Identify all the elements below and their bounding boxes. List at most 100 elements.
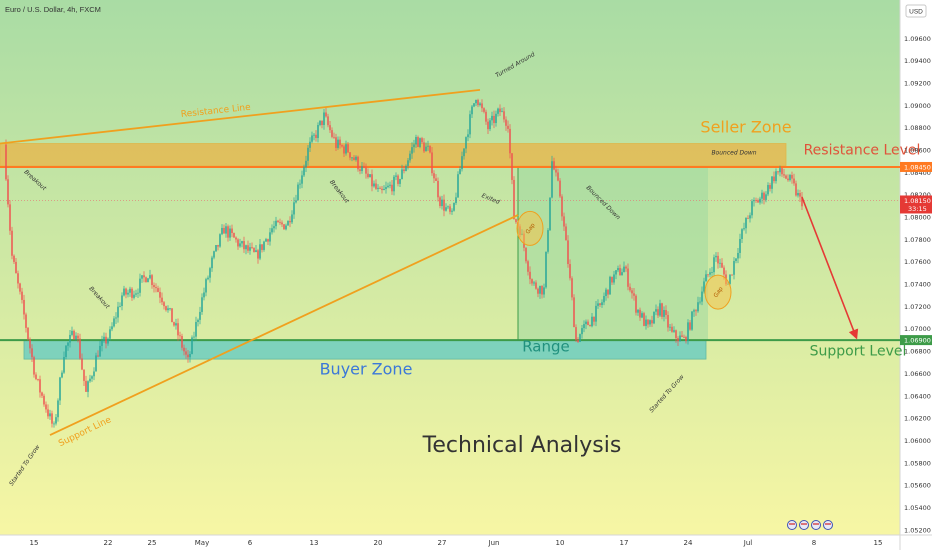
candle-body <box>57 400 59 418</box>
candle-body <box>415 137 417 145</box>
candle-body <box>595 305 597 322</box>
annotation-label: Support Level <box>810 344 907 360</box>
candle-body <box>171 308 173 323</box>
candle-body <box>239 243 241 247</box>
candle-body <box>731 274 733 276</box>
candle-body <box>679 335 681 342</box>
candle-body <box>119 306 121 307</box>
candle-body <box>317 124 319 139</box>
candle-body <box>139 278 141 293</box>
event-flags[interactable] <box>787 520 833 530</box>
candle-body <box>771 176 773 189</box>
candle-body <box>215 245 217 252</box>
candle-body <box>491 115 493 121</box>
candle-body <box>427 145 429 147</box>
candle-body <box>773 176 775 182</box>
x-tick-label: Jun <box>488 539 500 547</box>
candle-body <box>43 395 45 405</box>
candle-body <box>247 245 249 251</box>
candle-body <box>27 327 29 340</box>
candle-body <box>83 369 85 381</box>
currency-button[interactable]: USD <box>905 4 927 18</box>
candle-body <box>509 128 511 154</box>
candle-body <box>591 316 593 327</box>
candle-body <box>411 147 413 154</box>
candle-body <box>669 326 671 328</box>
candle-body <box>739 238 741 253</box>
candle-body <box>779 168 781 173</box>
candle-body <box>751 201 753 216</box>
candle-body <box>685 336 687 342</box>
candle-body <box>455 197 457 203</box>
candle-body <box>451 210 453 212</box>
candle-body <box>533 282 535 284</box>
candle-body <box>557 172 559 181</box>
candle-body <box>267 239 269 242</box>
candle-body <box>543 287 545 295</box>
candle-body <box>367 173 369 178</box>
candle-body <box>699 301 701 303</box>
y-tick-label: 1.09400 <box>904 57 931 65</box>
candle-body <box>501 111 503 113</box>
us-flag-icon[interactable] <box>823 520 833 530</box>
candle-body <box>431 152 433 174</box>
candle-body <box>257 250 259 259</box>
price-tag-label: 1.06900 <box>904 336 931 344</box>
candle-body <box>525 247 527 262</box>
price-tag <box>900 335 932 346</box>
candle-body <box>423 142 425 152</box>
candle-body <box>711 272 713 274</box>
candle-body <box>335 137 337 148</box>
candle-body <box>547 230 549 252</box>
candle-body <box>261 244 263 250</box>
us-flag-icon[interactable] <box>811 520 821 530</box>
candle-body <box>767 185 769 195</box>
candle-body <box>781 168 783 175</box>
candle-body <box>473 103 475 107</box>
candle-body <box>429 145 431 153</box>
candle-body <box>235 237 237 240</box>
candle-body <box>169 308 171 310</box>
candle-body <box>129 288 131 293</box>
candle-body <box>499 108 501 112</box>
candle-body <box>629 286 631 291</box>
candle-body <box>635 295 637 313</box>
candle-body <box>101 340 103 346</box>
candle-body <box>689 322 691 330</box>
candle-body <box>445 207 447 211</box>
candle-body <box>597 303 599 306</box>
candle-body <box>125 288 127 295</box>
candle-body <box>137 292 139 294</box>
candle-body <box>585 321 587 325</box>
candle-body <box>221 227 223 235</box>
us-flag-icon[interactable] <box>787 520 797 530</box>
price-tag <box>900 195 932 214</box>
candle-body <box>243 241 245 250</box>
y-tick-label: 1.06400 <box>904 392 931 400</box>
price-tag-label: 1.08450 <box>904 163 931 171</box>
y-tick-label: 1.08800 <box>904 124 931 132</box>
candle-body <box>135 293 137 295</box>
candle-body <box>475 99 477 104</box>
candle-body <box>581 328 583 335</box>
us-flag-icon[interactable] <box>799 520 809 530</box>
candle-body <box>487 121 489 130</box>
candle-body <box>73 330 75 340</box>
y-tick-label: 1.08400 <box>904 169 931 177</box>
candle-body <box>19 283 21 292</box>
candle-body <box>649 320 651 325</box>
candle-body <box>55 417 57 424</box>
candle-body <box>325 112 327 117</box>
candle-body <box>297 184 299 201</box>
candle-body <box>363 166 365 168</box>
candle-body <box>5 144 7 180</box>
candle-body <box>661 303 663 317</box>
candle-body <box>95 355 97 372</box>
candle-body <box>801 196 803 207</box>
candle-body <box>403 169 405 171</box>
y-tick-label: 1.07200 <box>904 303 931 311</box>
x-tick-label: 17 <box>620 539 629 547</box>
candle-body <box>285 225 287 230</box>
candle-body <box>793 178 795 184</box>
